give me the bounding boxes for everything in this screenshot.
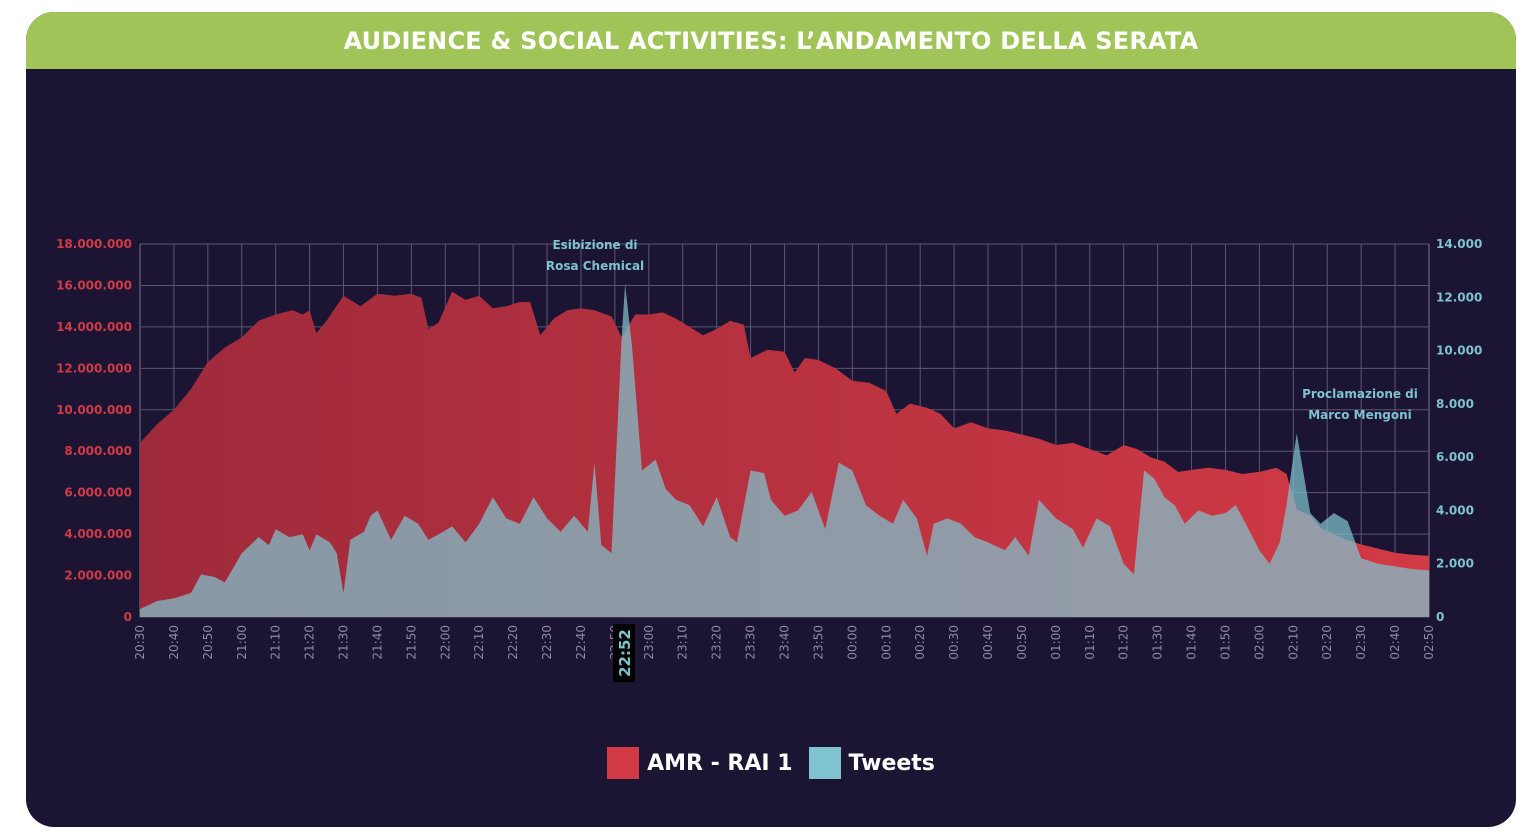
x-tick-label: 20:30 bbox=[133, 625, 147, 660]
x-tick-label: 21:10 bbox=[269, 625, 283, 660]
left-tick-label: 18.000.000 bbox=[56, 237, 132, 251]
x-tick-label: 22:30 bbox=[540, 625, 554, 660]
left-tick-label: 14.000.000 bbox=[56, 320, 132, 334]
x-tick-label: 02:00 bbox=[1252, 625, 1266, 660]
annotation-rosa-line1: Esibizione di bbox=[552, 238, 637, 252]
annotation-rosa-line2: Rosa Chemical bbox=[546, 259, 644, 273]
x-tick-label: 22:20 bbox=[506, 625, 520, 660]
x-tick-label: 01:00 bbox=[1049, 625, 1063, 660]
x-tick-label: 01:50 bbox=[1218, 625, 1232, 660]
x-tick-label: 00:10 bbox=[879, 625, 893, 660]
right-tick-label: 0 bbox=[1436, 610, 1444, 624]
x-tick-label: 00:00 bbox=[845, 625, 859, 660]
annotation-mengoni-line1: Proclamazione di bbox=[1302, 387, 1418, 401]
right-tick-label: 6.000 bbox=[1436, 450, 1474, 464]
annotations: Esibizione di Rosa Chemical 22:52 Procla… bbox=[546, 238, 1418, 682]
x-tick-label: 22:10 bbox=[472, 625, 486, 660]
x-tick-label: 02:10 bbox=[1286, 625, 1300, 660]
x-tick-label: 20:50 bbox=[201, 625, 215, 660]
x-axis: 20:30 20:40 20:50 21:00 21:10 21:20 21:30 21:40… bbox=[133, 625, 1436, 660]
x-tick-label: 23:10 bbox=[676, 625, 690, 660]
x-tick-label: 00:30 bbox=[947, 625, 961, 660]
x-tick-label: 20:40 bbox=[167, 625, 181, 660]
left-tick-label: 12.000.000 bbox=[56, 361, 132, 375]
x-tick-label: 23:50 bbox=[811, 625, 825, 660]
x-tick-label: 02:30 bbox=[1354, 625, 1368, 660]
x-tick-label: 21:50 bbox=[404, 625, 418, 660]
legend-item-amr: AMR - RAI 1 bbox=[607, 747, 793, 779]
x-tick-label: 00:50 bbox=[1015, 625, 1029, 660]
x-tick-label: 02:40 bbox=[1388, 625, 1402, 660]
x-tick-label: 00:20 bbox=[913, 625, 927, 660]
left-tick-label: 4.000.000 bbox=[64, 527, 132, 541]
x-tick-label: 01:10 bbox=[1083, 625, 1097, 660]
right-tick-label: 12.000 bbox=[1436, 290, 1482, 304]
x-tick-label: 21:20 bbox=[303, 625, 317, 660]
x-tick-label: 22:00 bbox=[438, 625, 452, 660]
left-tick-label: 8.000.000 bbox=[64, 444, 132, 458]
x-tick-label: 00:40 bbox=[981, 625, 995, 660]
chart-panel: AUDIENCE & SOCIAL ACTIVITIES: L’ANDAMENT… bbox=[26, 12, 1516, 827]
annotation-mengoni-line2: Marco Mengoni bbox=[1308, 408, 1412, 422]
x-tick-label: 21:40 bbox=[370, 625, 384, 660]
series-tweets-area bbox=[140, 284, 1429, 617]
x-tick-label: 01:20 bbox=[1117, 625, 1131, 660]
left-axis: 0 2.000.000 4.000.000 6.000.000 8.000.000 10.… bbox=[56, 237, 132, 624]
x-tick-label: 01:40 bbox=[1185, 625, 1199, 660]
chart: 0 2.000.000 4.000.000 6.000.000 8.000.000 10.… bbox=[56, 237, 1482, 682]
right-tick-label: 14.000 bbox=[1436, 237, 1482, 251]
legend: AMR - RAI 1 Tweets bbox=[26, 747, 1516, 779]
x-tick-label: 23:00 bbox=[642, 625, 656, 660]
x-tick-label: 02:20 bbox=[1320, 625, 1334, 660]
left-tick-label: 2.000.000 bbox=[64, 569, 132, 583]
page-title: AUDIENCE & SOCIAL ACTIVITIES: L’ANDAMENT… bbox=[343, 26, 1199, 55]
legend-item-tweets: Tweets bbox=[808, 747, 935, 779]
left-tick-label: 10.000.000 bbox=[56, 403, 132, 417]
areas bbox=[140, 284, 1429, 617]
x-tick-label: 21:30 bbox=[337, 625, 351, 660]
right-tick-label: 2.000 bbox=[1436, 557, 1474, 571]
left-tick-label: 16.000.000 bbox=[56, 278, 132, 292]
legend-swatch-tweets bbox=[808, 747, 841, 779]
right-tick-label: 8.000 bbox=[1436, 397, 1474, 411]
x-tick-label: 23:30 bbox=[744, 625, 758, 660]
x-tick-label: 23:20 bbox=[710, 625, 724, 660]
header-bar: AUDIENCE & SOCIAL ACTIVITIES: L’ANDAMENT… bbox=[26, 12, 1516, 69]
x-tick-label: 02:50 bbox=[1422, 625, 1436, 660]
annotation-rosa-time: 22:52 bbox=[616, 629, 634, 677]
legend-label-tweets: Tweets bbox=[848, 750, 935, 776]
legend-label-amr: AMR - RAI 1 bbox=[647, 750, 793, 776]
x-tick-label: 21:00 bbox=[235, 625, 249, 660]
right-tick-label: 4.000 bbox=[1436, 503, 1474, 517]
x-tick-label: 01:30 bbox=[1151, 625, 1165, 660]
annotation-rosa-time-box bbox=[613, 624, 635, 682]
left-tick-label: 0 bbox=[124, 610, 132, 624]
left-tick-label: 6.000.000 bbox=[64, 486, 132, 500]
right-tick-label: 10.000 bbox=[1436, 344, 1482, 358]
legend-swatch-amr bbox=[607, 747, 640, 779]
x-tick-label: 22:40 bbox=[574, 625, 588, 660]
x-tick-label: 23:40 bbox=[778, 625, 792, 660]
right-axis: 0 2.000 4.000 6.000 8.000 10.000 12.000 14.000 bbox=[1436, 237, 1482, 624]
